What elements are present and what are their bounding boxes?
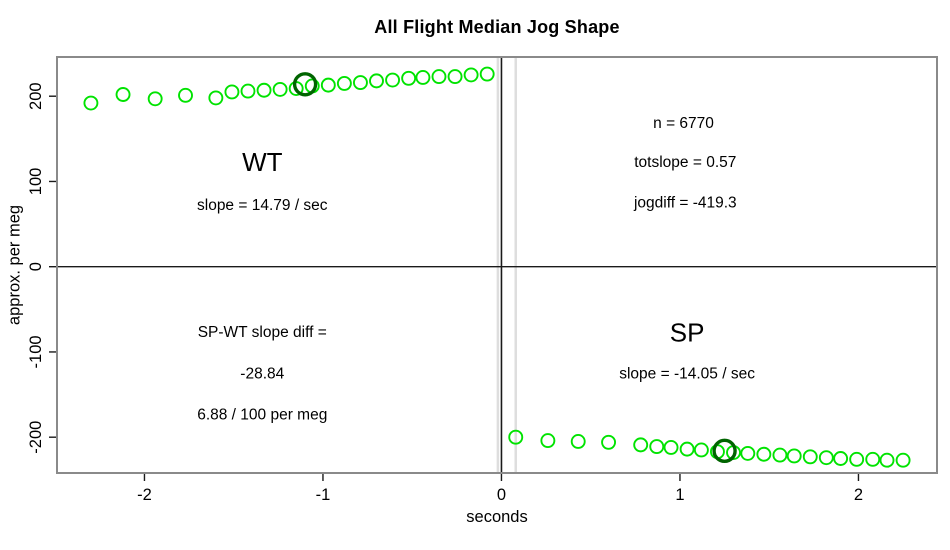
data-point-wt — [178, 87, 193, 103]
annotation-text: 6.88 / 100 per meg — [197, 407, 327, 424]
data-point-wt — [447, 69, 463, 85]
data-point-wt — [401, 70, 417, 86]
data-point-sp — [679, 441, 695, 457]
annotation-text: SP — [670, 317, 705, 347]
data-point-sp — [865, 451, 881, 467]
highlight-point-wt — [292, 72, 318, 97]
data-point-sp — [570, 434, 586, 449]
annotation-text: SP-WT slope diff = — [198, 324, 327, 341]
data-point-sp — [693, 442, 709, 458]
annotation-text: slope = -14.05 / sec — [619, 366, 755, 383]
x-tick-label: 1 — [675, 486, 684, 504]
annotation-text: -28.84 — [240, 366, 284, 383]
x-tick-label: -2 — [137, 486, 152, 504]
data-point-wt — [352, 75, 368, 91]
highlight-point-sp — [712, 438, 737, 464]
y-axis-label: approx. per meg — [5, 204, 24, 326]
annotation-text: n = 6770 — [653, 115, 714, 132]
data-point-sp — [833, 451, 849, 466]
data-point-sp — [818, 450, 834, 466]
data-point-wt — [336, 75, 352, 91]
data-point-sp — [540, 433, 556, 449]
data-point-wt — [208, 90, 224, 106]
data-point-wt — [463, 67, 479, 83]
x-tick-label: -1 — [316, 486, 331, 504]
x-tick-label: 2 — [854, 486, 863, 504]
data-point-wt — [385, 72, 401, 88]
y-tick-label: -100 — [27, 335, 45, 368]
data-point-sp — [601, 434, 617, 450]
y-tick-label: 100 — [27, 168, 45, 196]
data-point-wt — [240, 83, 256, 99]
data-point-sp — [633, 437, 649, 453]
data-point-sp — [786, 448, 802, 464]
data-point-wt — [224, 84, 240, 100]
annotation-text: totslope = 0.57 — [634, 154, 736, 171]
data-point-wt — [320, 77, 336, 93]
data-point-wt — [415, 70, 431, 85]
data-point-sp — [663, 439, 679, 455]
data-point-wt — [431, 69, 447, 85]
data-point-sp — [649, 439, 665, 455]
data-point-wt — [115, 87, 131, 102]
data-point-wt — [479, 66, 495, 82]
annotation-text: slope = 14.79 / sec — [197, 197, 328, 214]
data-point-sp — [740, 445, 756, 461]
data-point-wt — [369, 73, 384, 89]
data-point-wt — [272, 81, 288, 97]
data-point-sp — [879, 452, 895, 468]
data-point-sp — [508, 429, 524, 445]
data-point-wt — [147, 91, 163, 107]
y-tick-label: 200 — [27, 82, 45, 110]
plot-border — [56, 56, 938, 474]
y-tick-label: -200 — [27, 421, 45, 454]
data-point-sp — [849, 451, 865, 467]
data-point-wt — [83, 95, 99, 111]
data-point-sp — [802, 449, 818, 465]
y-tick-label: 0 — [27, 262, 45, 271]
data-point-sp — [895, 452, 911, 468]
annotation-text: jogdiff = -419.3 — [633, 194, 737, 211]
chart-title: All Flight Median Jog Shape — [374, 17, 620, 37]
data-point-wt — [256, 82, 272, 98]
data-point-sp — [772, 447, 788, 463]
x-tick-label: 0 — [497, 486, 506, 504]
data-point-sp — [756, 446, 772, 462]
annotation-text: WT — [242, 147, 283, 177]
x-axis-label: seconds — [466, 508, 528, 526]
